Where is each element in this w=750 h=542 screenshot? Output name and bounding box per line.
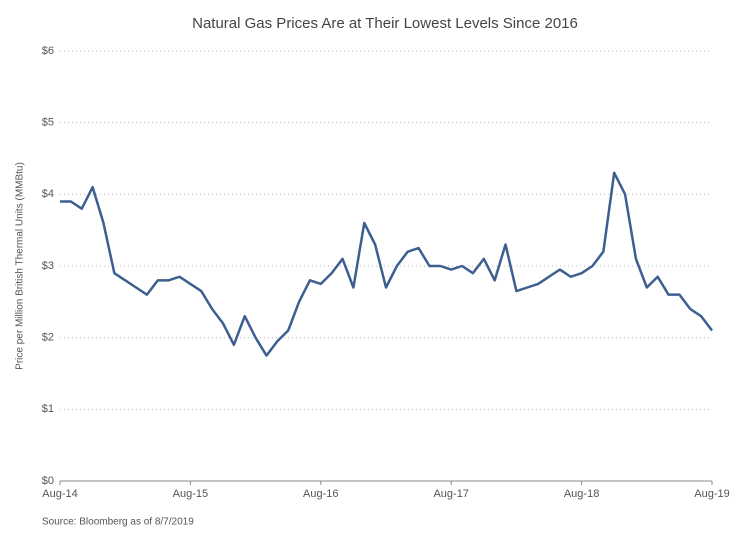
price-line — [60, 171, 713, 357]
y-tick-label: $3 — [42, 260, 54, 272]
y-tick-label: $1 — [42, 403, 54, 415]
y-tick-label: $6 — [42, 45, 54, 57]
y-tick-label: $5 — [42, 117, 54, 129]
x-tick-label: Aug-16 — [303, 488, 338, 500]
x-tick-label: Aug-17 — [433, 488, 468, 500]
chart-title: Natural Gas Prices Are at Their Lowest L… — [192, 15, 578, 32]
y-tick-label: $4 — [42, 188, 54, 200]
x-tick-label: Aug-19 — [694, 488, 729, 500]
x-tick-label: Aug-15 — [173, 488, 208, 500]
y-tick-label: $2 — [42, 332, 54, 344]
y-tick-label: $0 — [42, 475, 54, 487]
x-tick-label: Aug-14 — [42, 488, 77, 500]
x-tick-label: Aug-18 — [564, 488, 599, 500]
y-axis-label: Price per Million British Thermal Units … — [15, 162, 26, 370]
source-note: Source: Bloomberg as of 8/7/2019 — [42, 517, 194, 528]
